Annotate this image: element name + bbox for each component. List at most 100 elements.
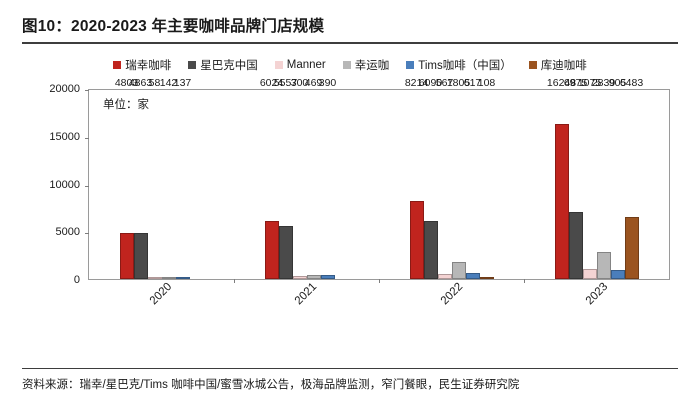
bar[interactable]: 58 bbox=[147, 77, 162, 279]
bar-slot bbox=[335, 90, 349, 279]
bar[interactable]: 16248 bbox=[547, 77, 576, 279]
bar-slot: 390 bbox=[319, 77, 336, 279]
x-axis-tick-label: 2022 bbox=[438, 280, 466, 308]
bar-value-label: 1075 bbox=[577, 76, 602, 89]
y-axis-tickmark bbox=[85, 185, 89, 187]
title-divider bbox=[22, 42, 678, 44]
legend-swatch-icon bbox=[528, 61, 537, 69]
y-axis: 0 5000 10000 15000 20000 bbox=[22, 83, 84, 286]
legend-item-label: Manner bbox=[286, 59, 326, 71]
y-axis-tick-label: 10000 bbox=[49, 178, 80, 191]
bar-value-label: 8214 bbox=[404, 76, 429, 89]
bar-group: 4803 4863 58 142 137 bbox=[89, 77, 234, 279]
bar-slot: 6483 bbox=[620, 77, 643, 279]
bar-slot: 567 bbox=[436, 77, 453, 279]
legend-item-label: Tims咖啡（中国） bbox=[418, 60, 512, 72]
bar-slot: 8214 bbox=[405, 77, 428, 279]
bar[interactable]: 567 bbox=[436, 77, 453, 279]
bar-value-label: 469 bbox=[304, 76, 323, 89]
y-axis-tickmark bbox=[85, 137, 89, 139]
bar-value-label: 6090 bbox=[418, 76, 443, 89]
bar[interactable]: 6090 bbox=[419, 77, 442, 279]
bar[interactable]: 1805 bbox=[447, 77, 470, 279]
bar-slot: 6090 bbox=[419, 77, 442, 279]
legend-item-label: 瑞幸咖啡 bbox=[125, 60, 172, 72]
bar-value-label: 390 bbox=[318, 76, 337, 89]
bar-slot: 6024 bbox=[260, 77, 283, 279]
unit-label: 单位：家 bbox=[103, 99, 149, 111]
x-axis-label-cell: 2023 bbox=[525, 280, 671, 314]
bar-slot: 108 bbox=[478, 77, 495, 279]
bar[interactable]: 4803 bbox=[115, 77, 138, 279]
bar-group: 16248 6975 1075 2839 905 6483 bbox=[524, 77, 669, 283]
bar-slot: 6975 bbox=[564, 77, 587, 279]
bar-value-label: 1805 bbox=[446, 76, 471, 89]
source-divider bbox=[22, 367, 678, 369]
legend-item-label: 幸运咖 bbox=[354, 60, 390, 72]
legend-item-label: 星巴克中国 bbox=[200, 60, 258, 72]
page-title: 图10：2020-2023 年主要咖啡品牌门店规模 bbox=[22, 18, 325, 35]
bar[interactable]: 469 bbox=[305, 77, 322, 279]
legend-swatch-icon bbox=[188, 61, 197, 69]
legend-swatch-icon bbox=[274, 61, 283, 69]
bar-slot: 905 bbox=[609, 77, 626, 279]
x-axis-tick-label: 2023 bbox=[583, 280, 611, 308]
legend-item[interactable]: 星巴克中国 bbox=[188, 57, 258, 73]
title-block: 图10：2020-2023 年主要咖啡品牌门店规模 bbox=[0, 0, 700, 44]
y-axis-tick-label: 5000 bbox=[55, 226, 80, 239]
x-axis-label-cell: 2022 bbox=[379, 280, 525, 314]
bar-value-label: 617 bbox=[463, 76, 482, 89]
bar[interactable]: 617 bbox=[464, 77, 481, 279]
chart-legend: 瑞幸咖啡 星巴克中国 Manner 幸运咖 Tims咖啡（中国） 库迪咖啡 bbox=[0, 57, 700, 73]
legend-swatch-icon bbox=[113, 61, 122, 69]
legend-item[interactable]: 库迪咖啡 bbox=[528, 57, 587, 73]
bar[interactable]: 6975 bbox=[564, 77, 587, 279]
bar[interactable]: 5557 bbox=[274, 77, 297, 279]
x-axis-tickmark bbox=[524, 279, 525, 283]
bar-slot: 4863 bbox=[129, 77, 152, 279]
bar[interactable]: 1075 bbox=[578, 77, 601, 279]
legend-item[interactable]: Manner bbox=[274, 59, 326, 71]
source-text: 资料来源：瑞幸/星巴克/Tims 咖啡中国/蜜雪冰城公告，极海品牌监测，窄门餐眼… bbox=[22, 379, 520, 391]
bar-slot: 137 bbox=[174, 77, 191, 279]
legend-item[interactable]: 幸运咖 bbox=[342, 57, 390, 73]
legend-item[interactable]: 瑞幸咖啡 bbox=[113, 57, 171, 73]
bar-slot bbox=[190, 90, 204, 279]
bar[interactable]: 6483 bbox=[620, 77, 643, 279]
bar-group: 6024 5557 300 469 390 bbox=[234, 77, 379, 283]
bar-slot: 617 bbox=[464, 77, 481, 279]
bar-value-label: 6024 bbox=[259, 76, 284, 89]
bar-slot: 1805 bbox=[447, 77, 470, 279]
bar-group: 8214 6090 567 1805 617 108 bbox=[379, 77, 524, 283]
bar[interactable]: 142 bbox=[160, 77, 177, 279]
bar-slot: 142 bbox=[160, 77, 177, 279]
bar[interactable]: 4863 bbox=[129, 77, 152, 279]
legend-item-label: 库迪咖啡 bbox=[540, 60, 587, 72]
bar-value-label: 905 bbox=[608, 76, 627, 89]
legend-item[interactable]: Tims咖啡（中国） bbox=[406, 57, 512, 73]
bar-slot: 469 bbox=[305, 77, 322, 279]
bar-slot: 4803 bbox=[115, 77, 138, 279]
x-axis-tick-label: 2021 bbox=[292, 280, 320, 308]
bar[interactable]: 108 bbox=[478, 77, 495, 279]
bar[interactable]: 8214 bbox=[405, 77, 428, 279]
bar-value-label: 6483 bbox=[619, 76, 644, 89]
bar[interactable]: 137 bbox=[174, 77, 191, 279]
bar[interactable]: 2839 bbox=[592, 77, 615, 279]
x-axis-label-cell: 2020 bbox=[88, 280, 234, 314]
y-axis-tickmark bbox=[85, 90, 89, 91]
bar-value-label: 2839 bbox=[591, 76, 616, 89]
bar-value-label: 142 bbox=[159, 76, 178, 89]
bar-value-label: 6975 bbox=[563, 76, 588, 89]
legend-swatch-icon bbox=[406, 61, 415, 69]
x-axis-tick-label: 2020 bbox=[147, 280, 175, 308]
bar[interactable]: 300 bbox=[291, 77, 308, 279]
bar[interactable]: 6024 bbox=[260, 77, 283, 279]
bar-value-label: 4863 bbox=[128, 76, 153, 89]
bar-value-label: 16248 bbox=[546, 76, 577, 89]
y-axis-tick-label: 0 bbox=[73, 274, 80, 286]
bar[interactable]: 905 bbox=[609, 77, 626, 279]
bar-groups: 4803 4863 58 142 137 6024 5557 300 469 390 8214 609… bbox=[89, 77, 669, 283]
bar[interactable]: 390 bbox=[319, 77, 336, 279]
